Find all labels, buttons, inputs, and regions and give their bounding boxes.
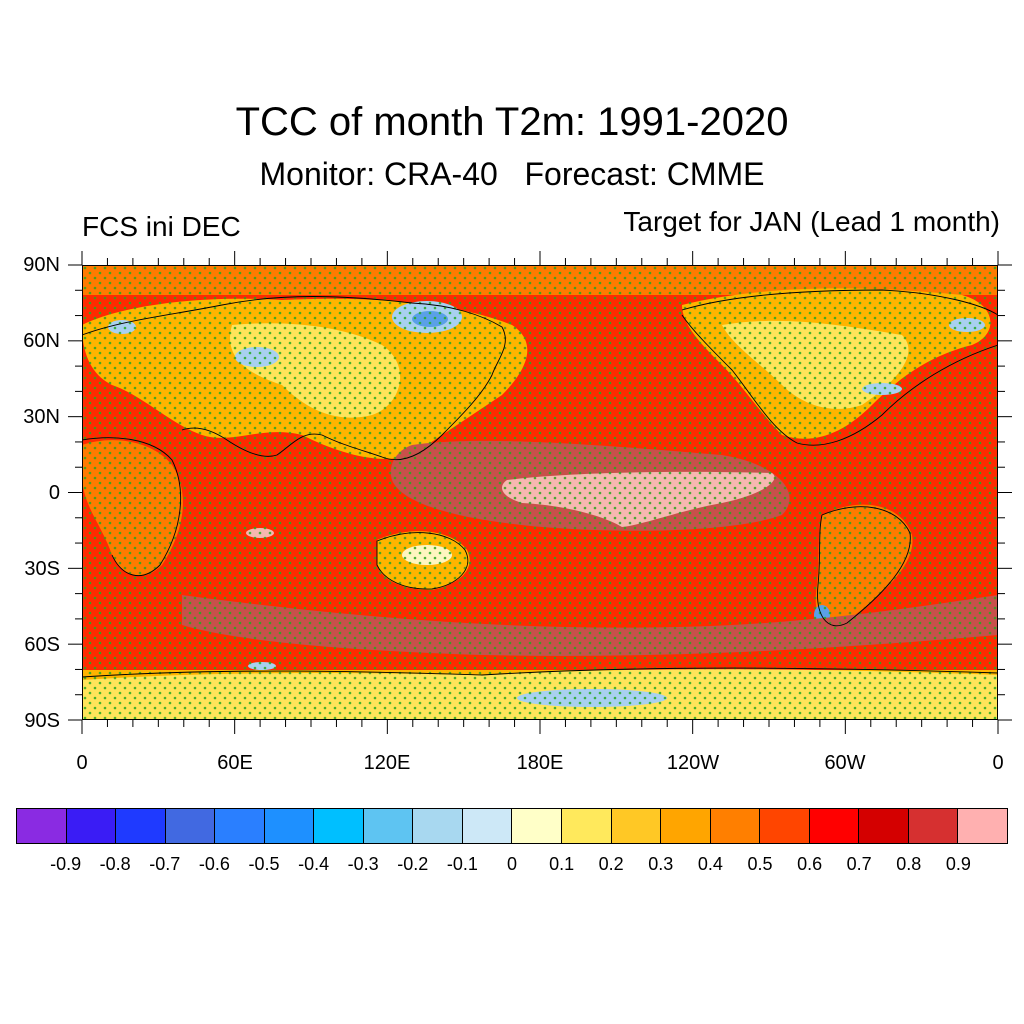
lon-label-0-east: 0 [992,752,1004,774]
colorbar-segment [413,809,463,843]
lat-label-eq: 0 [48,482,60,504]
left-label: FCS ini DEC [82,211,241,242]
colorbar-segment [760,809,810,843]
coast-asia-south [181,427,383,458]
colorbar-label: -0.4 [298,854,330,874]
map-panel [82,265,998,720]
colorbar-segment [17,809,67,843]
colorbar-label: 0.1 [549,854,575,874]
colorbar-label: 0.7 [846,854,872,874]
plot-title: TCC of month T2m: 1991-2020 [235,100,789,144]
lon-label-60e: 60E [217,752,253,774]
lon-label-120w: 120W [666,752,720,774]
colorbar-segment [611,809,662,843]
colorbar-label: -0.6 [198,854,230,874]
lat-label-90s: 90S [24,710,60,732]
colorbar-segment [512,809,563,843]
colorbar-label: 0.3 [648,854,674,874]
colorbar-segment [809,809,860,843]
lon-label-120e: 120E [363,752,411,774]
map-frame [82,265,998,720]
colorbar-segment [562,809,612,843]
colorbar-label: 0.8 [896,854,922,874]
colorbar-label: -0.3 [347,854,379,874]
colorbar-label: -0.9 [50,854,82,874]
colorbar-segment [264,809,315,843]
colorbar-segment [661,809,711,843]
colorbar-label: 0 [506,854,517,874]
right-label: Target for JAN (Lead 1 month) [623,206,1000,237]
colorbar-segment [859,809,909,843]
lat-label-30n: 30N [23,406,60,428]
colorbar-label: -0.8 [99,854,131,874]
colorbar-label: 0.9 [945,854,971,874]
colorbar-segment [165,809,216,843]
colorbar-segment [462,809,513,843]
lat-label-30s: 30S [24,558,60,580]
lat-label-60n: 60N [23,330,60,352]
coast-namerica [681,289,998,446]
colorbar-label: -0.5 [248,854,280,874]
lon-label-60w: 60W [824,752,866,774]
colorbar-segment [363,809,414,843]
coastlines [82,289,998,678]
significance-stipple [82,265,998,720]
colorbar-label: 0.2 [598,854,624,874]
colorbar-label: 0.5 [747,854,773,874]
colorbar-label: 0.4 [697,854,723,874]
colorbar-segment [66,809,117,843]
colorbar-segment [710,809,761,843]
coast-australia [376,532,469,590]
colorbar-segment [958,809,1007,843]
correlation-map [82,265,998,720]
colorbar-segment [314,809,364,843]
colorbar [16,808,1008,844]
colorbar-label: -0.7 [149,854,181,874]
colorbar-label: -0.2 [397,854,429,874]
coast-africa [82,437,182,576]
colorbar-label: 0.6 [797,854,823,874]
lat-label-90n: 90N [23,254,60,276]
colorbar-segment [215,809,265,843]
colorbar-label: -0.1 [446,854,478,874]
colorbar-segment [116,809,166,843]
plot-subtitle: Monitor: CRA-40 Forecast: CMME [259,156,765,192]
coast-eurasia [82,296,506,461]
coast-antarctica [82,667,998,678]
lon-label-0: 0 [76,752,88,774]
lat-label-60s: 60S [24,634,60,656]
colorbar-segment [908,809,959,843]
lon-label-180e: 180E [516,752,564,774]
coast-samerica [817,506,911,627]
